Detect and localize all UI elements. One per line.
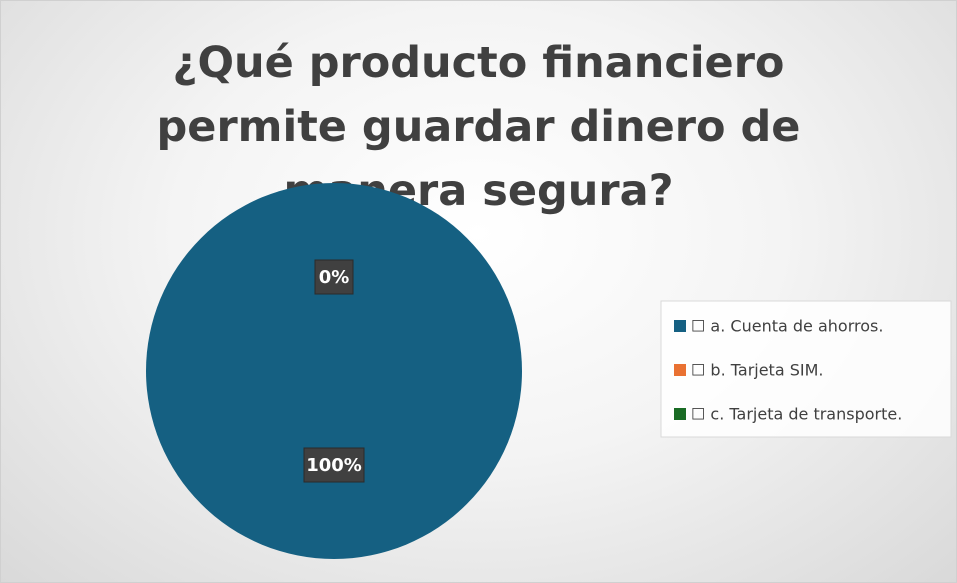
data-label: 0% bbox=[319, 267, 350, 288]
pie-slice bbox=[146, 183, 522, 559]
legend-swatch bbox=[674, 408, 686, 420]
legend-box bbox=[660, 300, 952, 438]
legend-label: ☐ b. Tarjeta SIM. bbox=[691, 361, 823, 380]
data-label-box bbox=[314, 259, 354, 295]
data-label: 100% bbox=[306, 455, 362, 476]
legend-swatch bbox=[674, 320, 686, 332]
legend-swatch bbox=[674, 364, 686, 376]
data-label-box bbox=[303, 447, 365, 483]
legend-label: ☐ a. Cuenta de ahorros. bbox=[691, 317, 883, 336]
legend-label: ☐ c. Tarjeta de transporte. bbox=[691, 405, 902, 424]
chart-title: ¿Qué producto financiero permite guardar… bbox=[156, 38, 801, 216]
